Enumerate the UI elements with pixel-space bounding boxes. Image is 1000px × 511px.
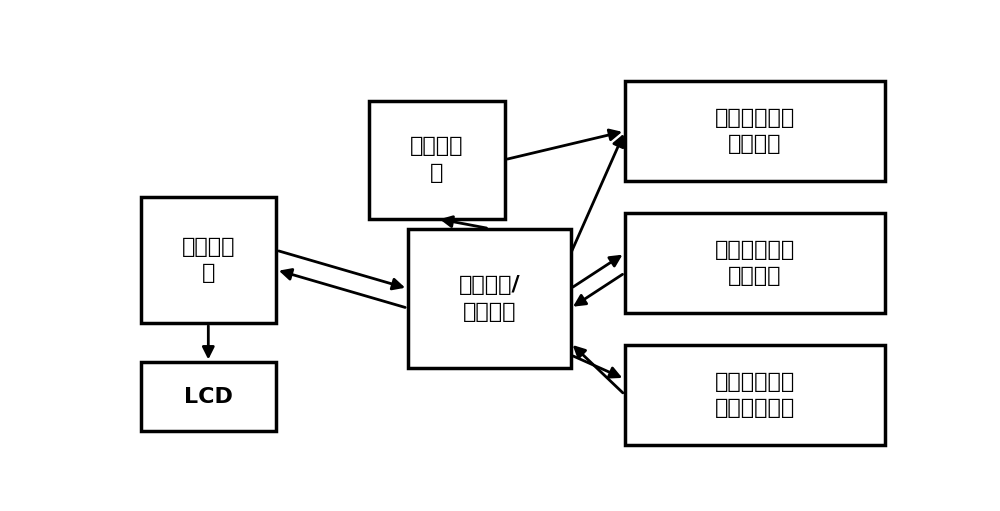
Text: 脉冲发射/
接收装置: 脉冲发射/ 接收装置 <box>458 275 520 321</box>
Bar <box>625 344 885 445</box>
Text: 滤波放大
器: 滤波放大 器 <box>410 136 464 183</box>
Text: 液体测量超声
波换能器: 液体测量超声 波换能器 <box>715 240 795 286</box>
Bar <box>140 362 276 431</box>
Bar <box>625 213 885 313</box>
Bar <box>625 81 885 181</box>
Bar <box>408 228 571 368</box>
Bar <box>369 101 505 219</box>
Bar <box>140 197 276 323</box>
Text: LCD: LCD <box>184 387 233 407</box>
Text: 主控单片
机: 主控单片 机 <box>182 237 235 283</box>
Text: 气体测量超声
波换能器: 气体测量超声 波换能器 <box>715 108 795 154</box>
Text: 液面高度测量
超声波换能器: 液面高度测量 超声波换能器 <box>715 371 795 418</box>
